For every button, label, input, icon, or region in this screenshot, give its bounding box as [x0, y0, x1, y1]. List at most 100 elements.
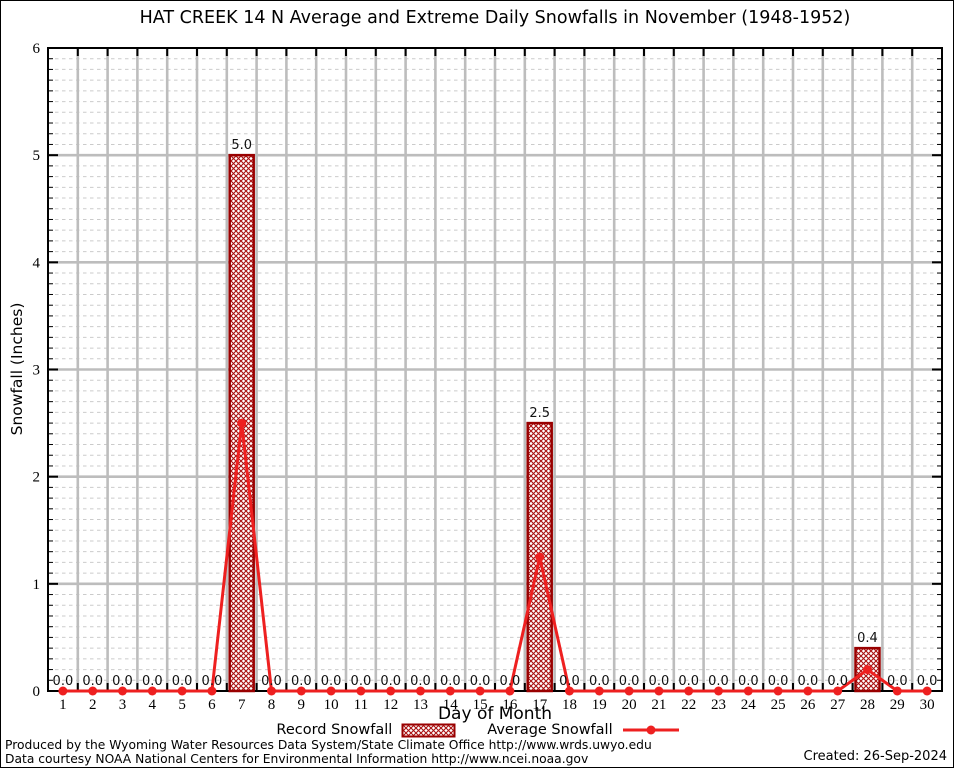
svg-text:6: 6 [33, 41, 41, 57]
average-snowfall-point-day-1 [58, 686, 68, 696]
value-labels: 0.0 0.0 0.0 0.0 0.0 0.0 5.0 0.0 0.0 0.0 0.0 0.0 0.0 0… [53, 138, 938, 689]
svg-text:0.0: 0.0 [619, 674, 640, 689]
svg-text:0.0: 0.0 [917, 674, 938, 689]
svg-text:0.0: 0.0 [172, 674, 193, 689]
svg-text:5: 5 [33, 148, 41, 164]
svg-text:5: 5 [178, 697, 186, 713]
svg-text:4: 4 [33, 255, 41, 271]
record-snowfall-swatch [401, 723, 456, 737]
gridlines-horizontal-major [48, 153, 942, 586]
svg-text:0.0: 0.0 [678, 674, 699, 689]
average-snowfall-point-day-8 [267, 686, 276, 696]
svg-text:0.0: 0.0 [649, 674, 670, 689]
svg-text:2: 2 [33, 470, 41, 486]
svg-text:2: 2 [89, 697, 97, 713]
average-snowfall-point-day-9 [296, 686, 306, 696]
svg-text:20: 20 [622, 697, 637, 713]
average-snowfall-point-day-30 [922, 686, 932, 696]
svg-text:0: 0 [33, 684, 41, 700]
svg-text:7: 7 [238, 697, 246, 713]
legend-label-average-snowfall: Average Snowfall [487, 722, 613, 738]
footer: Produced by the Wyoming Water Resources … [5, 738, 652, 766]
svg-text:27: 27 [830, 697, 846, 713]
average-snowfall-point-day-5 [177, 686, 187, 696]
svg-text:13: 13 [413, 697, 428, 713]
average-snowfall-point-day-22 [684, 686, 694, 696]
average-snowfall-point-day-7 [237, 418, 247, 428]
svg-text:0.0: 0.0 [589, 674, 610, 689]
svg-text:25: 25 [771, 697, 786, 713]
svg-text:22: 22 [681, 697, 696, 713]
svg-text:18: 18 [562, 697, 577, 713]
footer-line-1: Produced by the Wyoming Water Resources … [5, 738, 652, 753]
average-snowfall-swatch [622, 725, 679, 735]
average-snowfall-markers [58, 418, 932, 696]
svg-text:0.0: 0.0 [142, 674, 163, 689]
svg-text:29: 29 [890, 697, 905, 713]
svg-text:0.0: 0.0 [827, 674, 848, 689]
svg-text:28: 28 [860, 697, 875, 713]
average-snowfall-point-day-29 [892, 686, 902, 696]
svg-text:21: 21 [651, 697, 666, 713]
average-snowfall-swatch-dot [646, 725, 656, 735]
svg-text:0.0: 0.0 [321, 674, 342, 689]
svg-text:10: 10 [324, 697, 339, 713]
average-snowfall-point-day-2 [88, 686, 98, 696]
svg-text:0.0: 0.0 [708, 674, 729, 689]
created-date: Created: 26-Sep-2024 [803, 749, 947, 764]
average-snowfall-point-day-13 [416, 686, 425, 696]
footer-line-2: Data courtesy NOAA National Centers for … [5, 751, 589, 766]
chart-title: HAT CREEK 14 N Average and Extreme Daily… [139, 8, 851, 28]
svg-text:0.0: 0.0 [500, 674, 521, 689]
svg-text:1: 1 [59, 697, 67, 713]
record-snowfall-bar-day-28 [854, 646, 881, 693]
svg-text:0.0: 0.0 [470, 674, 491, 689]
average-snowfall-point-day-16 [505, 686, 515, 696]
svg-text:3: 3 [119, 697, 127, 713]
x-axis-title: Day of Month [437, 704, 553, 724]
svg-text:0.0: 0.0 [380, 674, 401, 689]
x-tick-labels: 1 2 3 4 5 6 7 8 9 10 11 12 13 14 15 16 17 18 19 20 21 22 23 24 2… [59, 697, 934, 713]
average-snowfall-point-day-20 [624, 686, 634, 696]
average-snowfall-point-day-6 [207, 686, 217, 696]
svg-text:1: 1 [33, 577, 41, 593]
average-snowfall-point-day-10 [326, 686, 336, 696]
average-snowfall-line [62, 422, 928, 693]
svg-text:23: 23 [711, 697, 726, 713]
svg-text:8: 8 [268, 697, 276, 713]
average-snowfall-point-day-26 [803, 686, 813, 696]
average-snowfall-point-day-28 [863, 665, 872, 675]
svg-text:0.0: 0.0 [202, 674, 223, 689]
svg-text:0.0: 0.0 [261, 674, 282, 689]
average-snowfall-point-day-18 [565, 686, 574, 696]
y-tick-labels: 0 1 2 3 4 5 6 [33, 41, 41, 700]
svg-text:9: 9 [298, 697, 306, 713]
average-snowfall-point-day-19 [594, 686, 604, 696]
svg-text:30: 30 [920, 697, 935, 713]
average-snowfall-point-day-27 [833, 686, 843, 696]
svg-text:0.0: 0.0 [410, 674, 431, 689]
svg-text:3: 3 [33, 363, 41, 379]
svg-text:16: 16 [502, 697, 518, 713]
svg-text:2.5: 2.5 [529, 406, 550, 421]
svg-text:0.0: 0.0 [351, 674, 372, 689]
svg-text:0.4: 0.4 [857, 631, 878, 646]
average-snowfall-point-day-23 [714, 686, 723, 696]
average-snowfall-point-day-11 [356, 686, 366, 696]
svg-text:19: 19 [592, 697, 607, 713]
svg-text:0.0: 0.0 [768, 674, 789, 689]
svg-text:0.0: 0.0 [112, 674, 133, 689]
average-snowfall-point-day-25 [773, 686, 783, 696]
svg-text:26: 26 [800, 697, 816, 713]
svg-text:11: 11 [354, 697, 368, 713]
average-snowfall-point-day-24 [743, 686, 753, 696]
average-snowfall-point-day-12 [386, 686, 396, 696]
average-snowfall-point-day-4 [147, 686, 157, 696]
svg-text:0.0: 0.0 [798, 674, 819, 689]
legend: Record Snowfall Average Snowfall [1, 722, 953, 738]
record-snowfall-swatch-box [401, 723, 456, 737]
svg-text:15: 15 [473, 697, 488, 713]
svg-text:6: 6 [208, 697, 216, 713]
